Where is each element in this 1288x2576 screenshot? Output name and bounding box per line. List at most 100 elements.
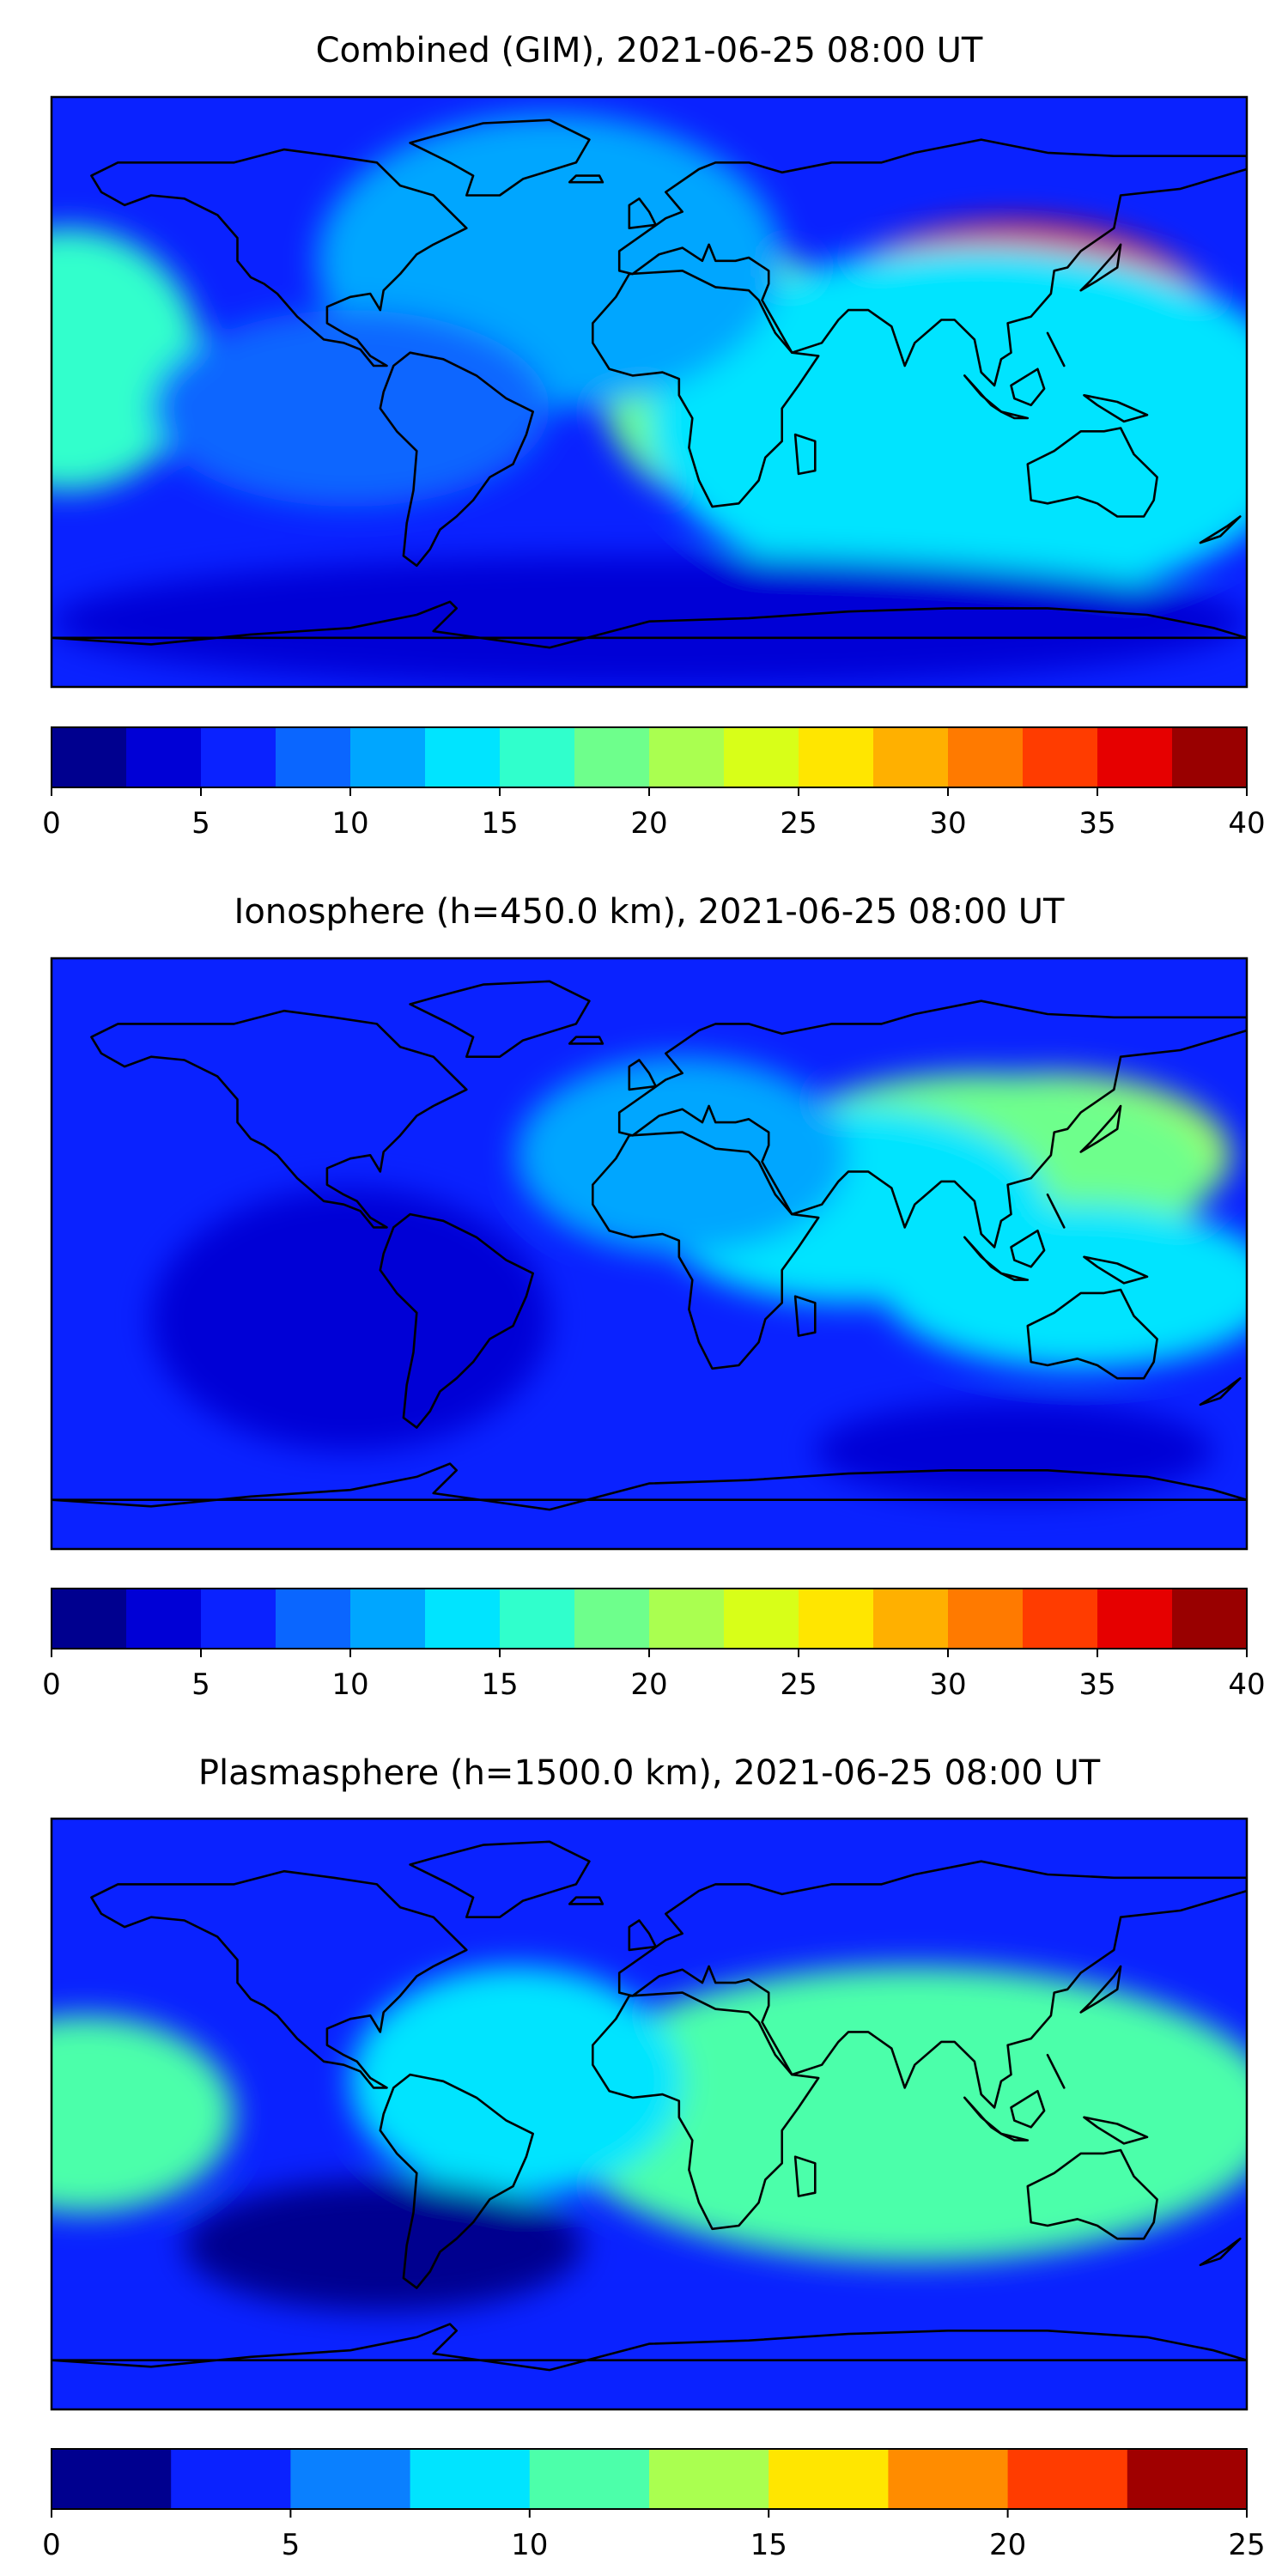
contour-field — [52, 1966, 1247, 2312]
colorbar-segment — [1007, 2449, 1128, 2509]
contour-region — [550, 1966, 1247, 2262]
colorbar-segment — [276, 1589, 351, 1649]
colorbar-segment — [769, 2449, 889, 2509]
colorbar-tick-label: 20 — [989, 2528, 1026, 2562]
colorbar-segment — [649, 727, 725, 787]
coastlines — [52, 1840, 1247, 2372]
colorbar-segment — [948, 1589, 1024, 1649]
colorbar-segment — [410, 2449, 531, 2509]
coastline — [999, 1272, 1030, 1281]
colorbar-segment — [276, 727, 351, 787]
coastline — [1079, 243, 1122, 292]
coastline — [999, 410, 1030, 420]
colorbar-segment — [52, 2449, 172, 2509]
colorbar-segment — [724, 727, 799, 787]
coastline — [90, 1869, 468, 2089]
coastline — [90, 1009, 468, 1229]
colorbar-tick-label: 25 — [1228, 2528, 1265, 2562]
colorbar-tick-label: 35 — [1078, 1668, 1115, 1702]
colorbar-segment — [126, 727, 202, 787]
contour-region — [350, 1966, 683, 2196]
coastline — [592, 270, 820, 508]
colorbar-segment — [1127, 2449, 1248, 2509]
coastline — [409, 118, 591, 197]
map-frame — [50, 1817, 1249, 2411]
colorbar-segment — [500, 1589, 575, 1649]
colorbar-segment — [171, 2449, 291, 2509]
coastline — [90, 148, 468, 368]
map-area — [52, 958, 1247, 1549]
colorbar-tick-label: 15 — [481, 1668, 518, 1702]
coastline — [1083, 1255, 1149, 1285]
coastline — [1079, 1965, 1122, 2014]
map-area — [52, 1819, 1247, 2409]
contour-region — [151, 310, 550, 507]
panel-title: Combined (GIM), 2021-06-25 08:00 UT — [316, 31, 983, 70]
colorbar-tick-label: 0 — [42, 806, 61, 841]
coastline — [999, 2132, 1030, 2142]
colorbar-segment — [1097, 1589, 1173, 1649]
coastline — [379, 1212, 534, 1429]
coastline — [628, 197, 657, 229]
coastline — [1026, 1288, 1158, 1380]
coastline — [617, 138, 1247, 387]
coastline — [1010, 1229, 1046, 1268]
colorbar-tick-label: 5 — [191, 806, 210, 841]
colorbar-segment — [52, 727, 127, 787]
colorbar-segment — [529, 2449, 650, 2509]
panel-2: Ionosphere (h=450.0 km), 2021-06-25 08:0… — [42, 892, 1266, 1702]
colorbar-tick-label: 35 — [1078, 806, 1115, 841]
colorbar-segment — [574, 727, 650, 787]
colorbar-segment — [948, 727, 1024, 787]
colorbar: 0 5 10 15 20 25 30 35 40 — [42, 1588, 1266, 1702]
coastline — [1046, 2053, 1066, 2089]
colorbar: 0 5 10 15 20 25 — [42, 2448, 1266, 2562]
colorbar-tick-label: 15 — [750, 2528, 787, 2562]
colorbar-tick-label: 5 — [191, 1668, 210, 1702]
panel-title: Plasmasphere (h=1500.0 km), 2021-06-25 0… — [198, 1753, 1101, 1793]
colorbar-tick-label: 15 — [481, 806, 518, 841]
coastlines — [52, 980, 1247, 1511]
colorbar-segment — [201, 1589, 276, 1649]
contour-region — [151, 1188, 550, 1451]
contour-region — [184, 2179, 583, 2312]
colorbar-segment — [425, 1589, 501, 1649]
colorbar-segment — [1172, 1589, 1248, 1649]
colorbar-tick-label: 5 — [282, 2528, 301, 2562]
colorbar-tick-label: 0 — [42, 1668, 61, 1702]
coastline — [379, 2073, 534, 2289]
coastline — [568, 1036, 605, 1045]
coastline — [793, 1295, 817, 1337]
colorbar-segment — [799, 727, 874, 787]
colorbar-segment — [888, 2449, 1009, 2509]
contour-region — [881, 1204, 1247, 1369]
coastline — [1026, 427, 1158, 518]
coastline — [52, 2323, 1247, 2372]
colorbar-segment — [201, 727, 276, 787]
map-frame — [50, 95, 1249, 689]
coastline — [592, 1991, 820, 2231]
panel-title: Ionosphere (h=450.0 km), 2021-06-25 08:0… — [234, 892, 1065, 932]
coastline — [409, 980, 591, 1058]
colorbar-tick-label: 20 — [630, 806, 667, 841]
coastline — [793, 433, 817, 476]
coastline — [1083, 394, 1149, 423]
coastline — [1199, 2237, 1242, 2267]
panel-1: Combined (GIM), 2021-06-25 08:00 UT 0 5 10 1… — [42, 31, 1265, 841]
colorbar-segment — [290, 2449, 411, 2509]
panel-3: Plasmasphere (h=1500.0 km), 2021-06-25 0… — [42, 1753, 1266, 2562]
coastline — [628, 1919, 657, 1952]
contour-region — [516, 1056, 848, 1255]
coastline — [1026, 2148, 1158, 2240]
coastline — [1199, 1376, 1242, 1406]
colorbar-segment — [500, 727, 575, 787]
colorbar-segment — [574, 1589, 650, 1649]
coastline — [628, 1059, 657, 1091]
coastline — [1046, 1193, 1066, 1229]
colorbar-segment — [799, 1589, 874, 1649]
colorbar-tick-label: 10 — [331, 806, 368, 841]
coastlines — [52, 118, 1247, 649]
colorbar-segment — [1172, 727, 1248, 787]
contour-region — [649, 244, 1247, 605]
